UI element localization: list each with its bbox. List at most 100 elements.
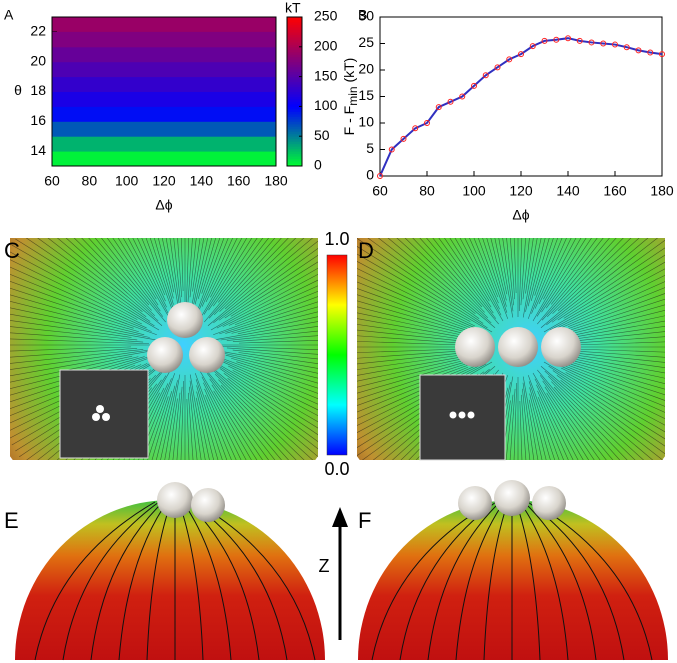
fiber bbox=[557, 247, 665, 321]
fiber bbox=[172, 392, 181, 460]
y-tick-label: 22 bbox=[30, 23, 46, 39]
x-tick-label: 80 bbox=[82, 173, 98, 189]
fiber bbox=[556, 363, 665, 413]
fiber bbox=[186, 398, 190, 460]
fiber bbox=[541, 238, 617, 321]
colorbar-step bbox=[287, 71, 302, 75]
fiber bbox=[194, 238, 225, 317]
fiber bbox=[540, 366, 654, 460]
fiber bbox=[486, 238, 507, 307]
meridian bbox=[483, 501, 509, 661]
fiber bbox=[543, 361, 665, 433]
fiber bbox=[218, 358, 318, 400]
fiber bbox=[454, 238, 504, 322]
y-axis-label: θ bbox=[14, 82, 22, 98]
fiber bbox=[464, 238, 500, 310]
fiber bbox=[357, 351, 483, 370]
fiber bbox=[357, 350, 471, 359]
series-line bbox=[379, 37, 663, 177]
fiber bbox=[412, 238, 485, 313]
fiber bbox=[529, 387, 551, 460]
fiber bbox=[192, 238, 201, 292]
fiber bbox=[505, 394, 514, 460]
data-point bbox=[471, 82, 477, 89]
fiber bbox=[211, 368, 314, 460]
fiber bbox=[223, 361, 318, 405]
colorbar-step bbox=[287, 26, 302, 30]
fiber bbox=[10, 259, 142, 325]
fiber bbox=[219, 301, 318, 335]
colorbar-step bbox=[287, 49, 302, 53]
sphere bbox=[494, 480, 530, 516]
plot-frame bbox=[51, 16, 277, 167]
colorbar-tick-label: 150 bbox=[314, 67, 338, 83]
fiber bbox=[525, 238, 534, 294]
x-tick-label: 180 bbox=[650, 183, 674, 199]
fiber bbox=[536, 384, 574, 460]
fiber bbox=[556, 374, 665, 455]
fiber bbox=[37, 238, 147, 318]
dome bbox=[15, 500, 325, 660]
heatmap-cell bbox=[52, 121, 276, 137]
fiber bbox=[204, 367, 282, 460]
fiber bbox=[564, 310, 665, 336]
meridian bbox=[146, 501, 172, 661]
fiber bbox=[501, 400, 511, 460]
meridian bbox=[427, 501, 501, 661]
sphere bbox=[541, 327, 581, 367]
colorbar-step bbox=[287, 17, 302, 20]
fiber bbox=[117, 238, 157, 300]
fiber bbox=[212, 238, 264, 307]
fiber bbox=[569, 363, 665, 396]
fiber bbox=[213, 240, 318, 324]
fiber bbox=[357, 358, 478, 394]
fiber bbox=[201, 238, 221, 294]
data-point bbox=[576, 37, 583, 44]
colorbar bbox=[326, 254, 348, 456]
fiber bbox=[357, 351, 477, 365]
fiber bbox=[377, 238, 476, 314]
fiber bbox=[357, 238, 484, 324]
fiber bbox=[559, 349, 665, 358]
fiber bbox=[528, 399, 543, 460]
fiber bbox=[196, 391, 214, 460]
fiber bbox=[537, 390, 569, 460]
panel-label: C bbox=[4, 238, 20, 263]
fiber bbox=[10, 332, 144, 343]
fiber bbox=[10, 346, 132, 352]
fiber bbox=[527, 238, 558, 319]
fiber bbox=[168, 398, 178, 460]
fiber bbox=[219, 368, 318, 436]
colorbar-step bbox=[287, 151, 302, 155]
fiber bbox=[10, 287, 134, 329]
fiber bbox=[469, 238, 499, 304]
colorbar-step bbox=[287, 98, 302, 102]
fiber bbox=[357, 357, 484, 400]
fiber bbox=[238, 352, 318, 364]
fiber bbox=[196, 385, 219, 460]
x-axis-label: Δϕ bbox=[512, 207, 529, 223]
fiber bbox=[542, 380, 601, 460]
fiber bbox=[147, 396, 169, 460]
colorbar-step bbox=[287, 146, 302, 150]
fiber bbox=[521, 394, 527, 460]
fiber bbox=[548, 375, 636, 460]
fiber bbox=[210, 267, 318, 331]
panel-c: C bbox=[4, 238, 318, 460]
data-point bbox=[377, 173, 383, 179]
fiber bbox=[208, 238, 282, 319]
fiber bbox=[189, 238, 205, 316]
fiber bbox=[565, 351, 665, 363]
fiber bbox=[357, 306, 478, 338]
meridian bbox=[178, 501, 204, 661]
fiber bbox=[204, 388, 237, 460]
colorbar-tick-label: 200 bbox=[314, 38, 338, 54]
meridian bbox=[90, 501, 164, 661]
meridian bbox=[519, 501, 569, 661]
fiber bbox=[236, 361, 318, 389]
fiber bbox=[219, 238, 297, 312]
fiber bbox=[357, 335, 477, 345]
colorbar-step bbox=[287, 61, 302, 65]
fiber bbox=[357, 300, 472, 335]
